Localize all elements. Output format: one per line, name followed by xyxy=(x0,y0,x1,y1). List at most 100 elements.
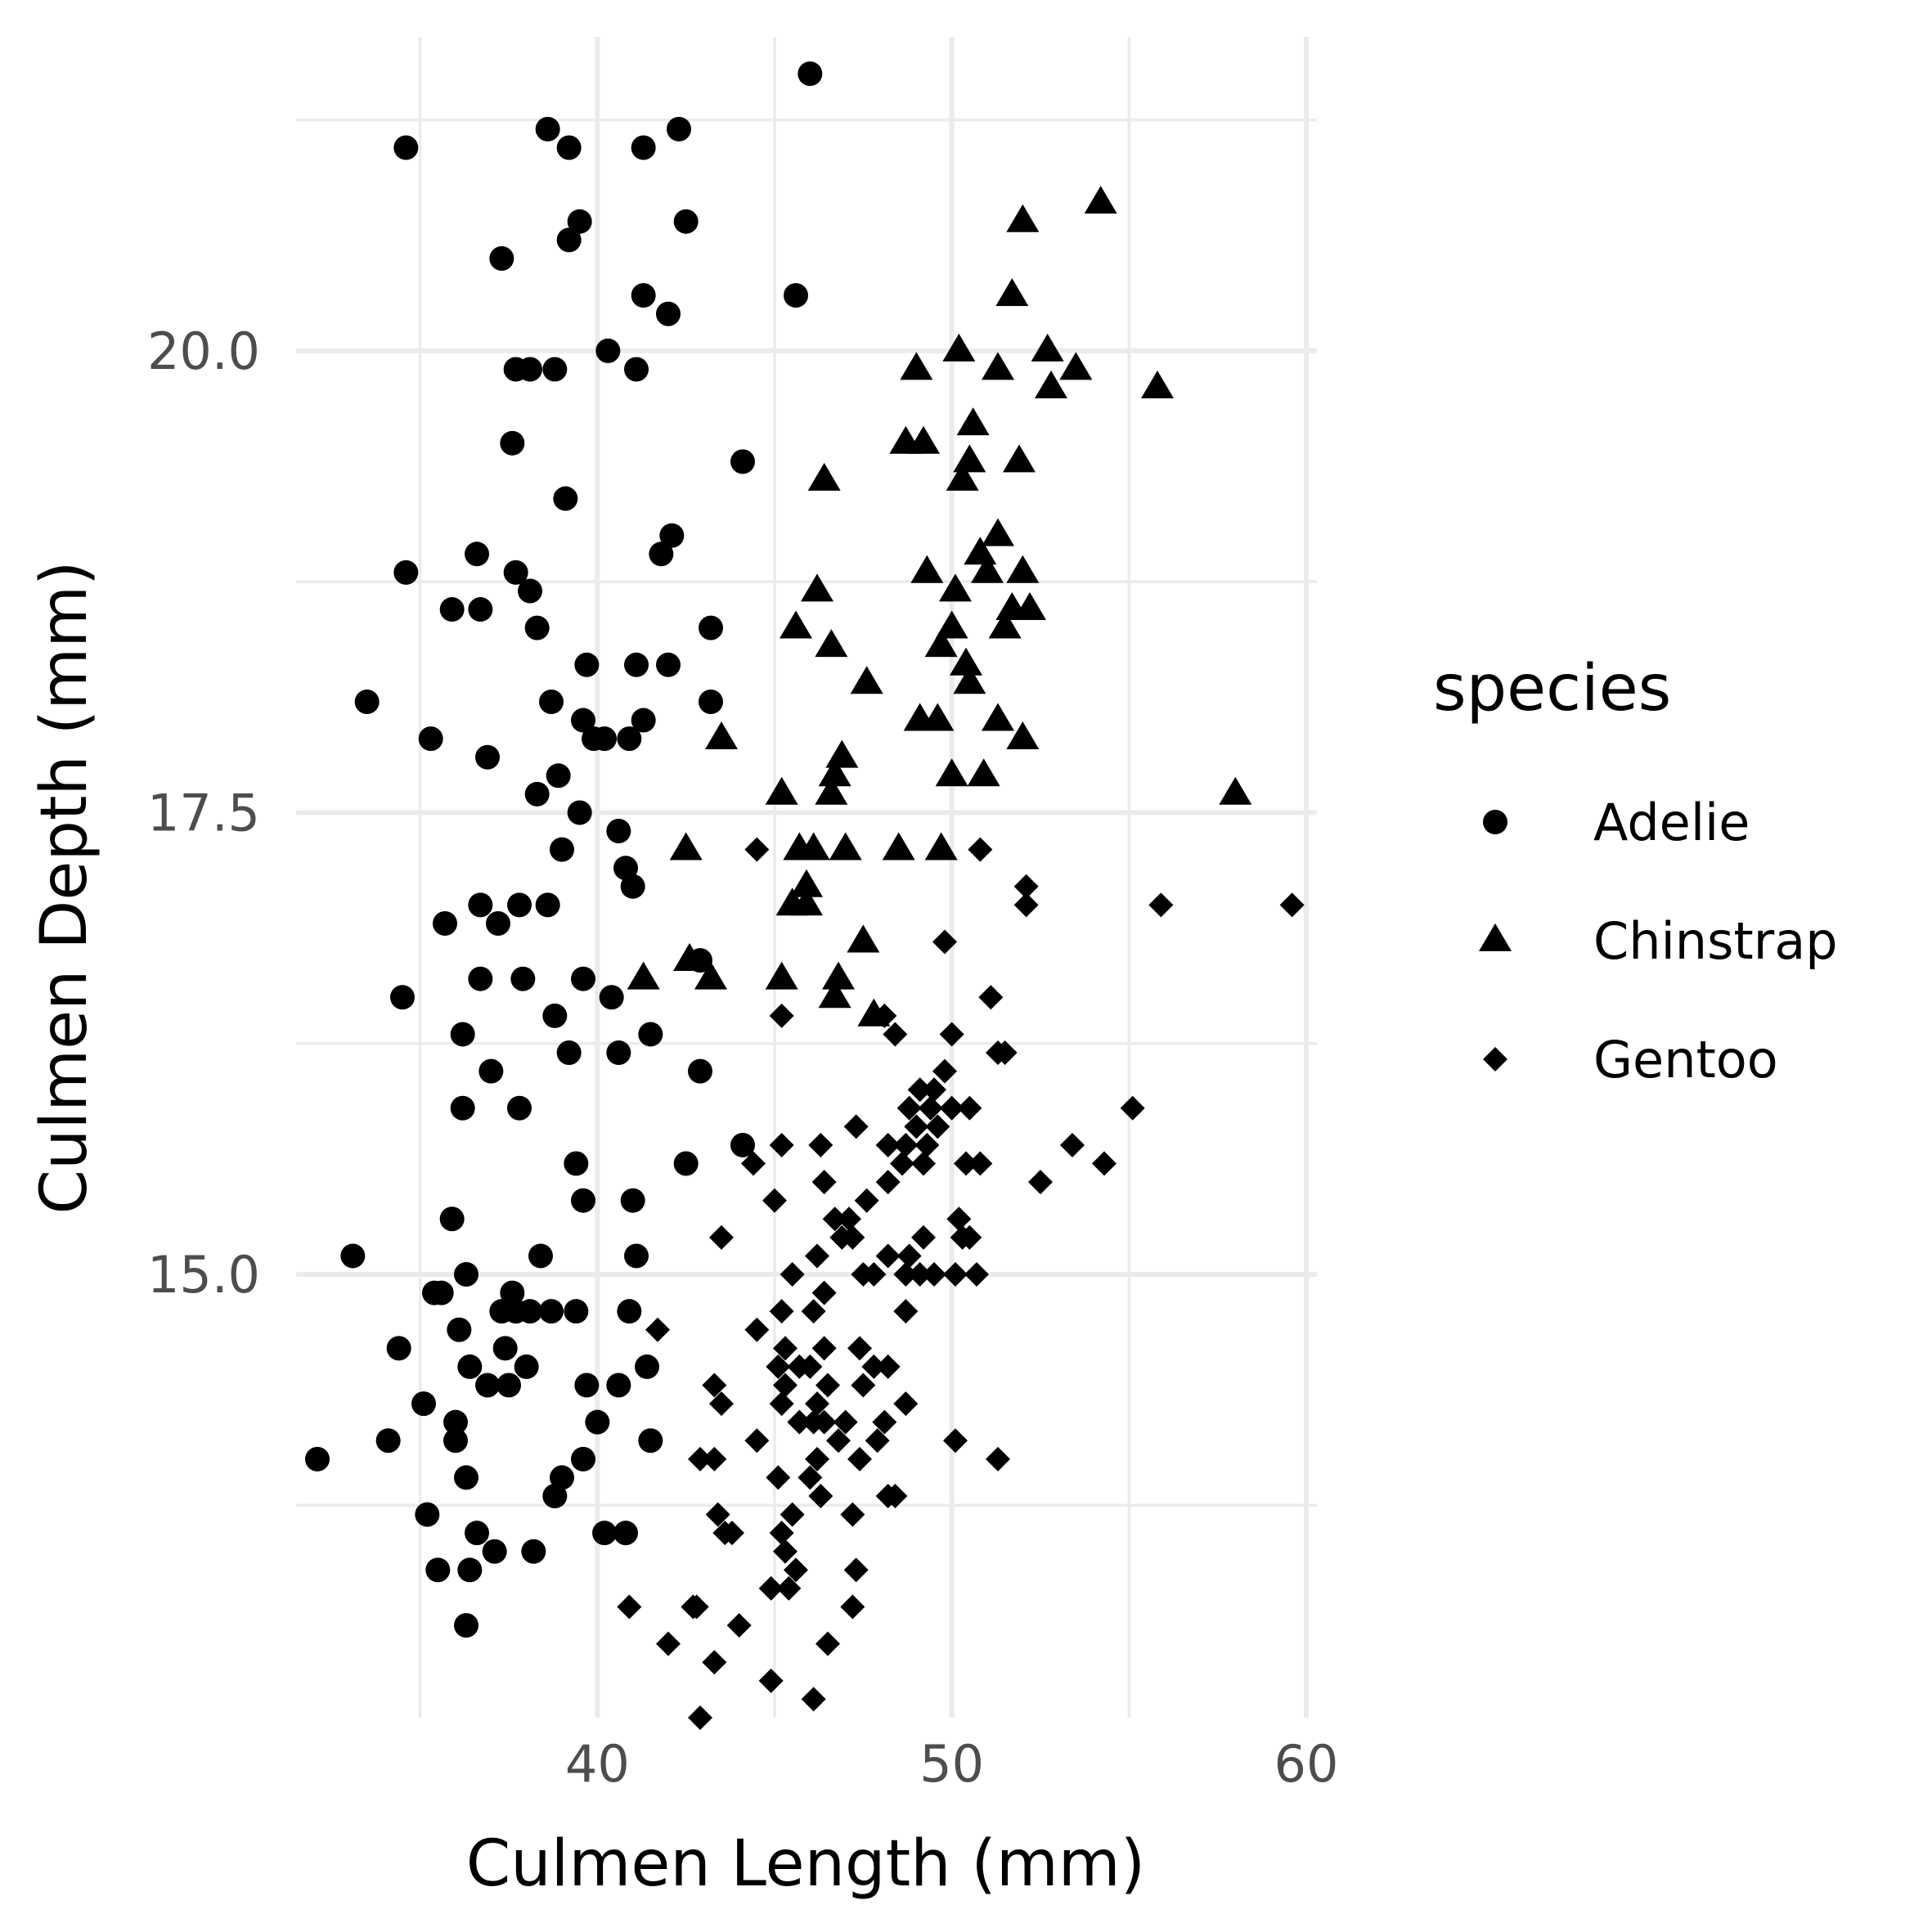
gentoo-point xyxy=(1060,1132,1085,1157)
gentoo-point xyxy=(854,1188,879,1213)
adelie-point xyxy=(631,135,656,160)
gentoo-point xyxy=(896,1095,922,1121)
gentoo-point xyxy=(811,1280,837,1305)
chinstrap-point xyxy=(627,961,660,990)
gentoo-point xyxy=(1279,892,1305,918)
gentoo-point xyxy=(769,1003,794,1028)
adelie-point xyxy=(656,652,681,677)
gentoo-point xyxy=(851,1373,876,1398)
adelie-point xyxy=(585,1409,610,1435)
gentoo-point xyxy=(801,1409,826,1435)
adelie-point xyxy=(673,1151,699,1176)
x-axis-title: Culmen Length (mm) xyxy=(466,1827,1145,1901)
gentoo-point xyxy=(744,1428,770,1453)
adelie-point xyxy=(550,837,574,862)
adelie-point xyxy=(539,1299,564,1324)
x-tick-label: 40 xyxy=(565,1734,630,1794)
adelie-point xyxy=(468,597,493,622)
adelie-point xyxy=(556,135,582,160)
adelie-point xyxy=(454,1262,479,1287)
gentoo-point xyxy=(805,1446,829,1471)
chinstrap-point xyxy=(1006,721,1040,750)
gentoo-point xyxy=(851,1262,876,1287)
adelie-point xyxy=(699,615,723,640)
gentoo-point xyxy=(815,1373,840,1398)
adelie-point xyxy=(479,1058,504,1084)
chinstrap-legend-key xyxy=(1479,923,1512,951)
chinstrap-point xyxy=(1059,352,1093,380)
adelie-point xyxy=(567,209,592,234)
chinstrap-point xyxy=(783,832,816,860)
gentoo-point xyxy=(925,1114,950,1139)
gentoo-point xyxy=(787,1409,812,1435)
chinstrap-point xyxy=(1219,776,1252,805)
chinstrap-point xyxy=(907,425,940,454)
adelie-point xyxy=(518,357,542,382)
adelie-point xyxy=(457,1557,483,1583)
adelie-point xyxy=(606,819,631,844)
adelie-point xyxy=(553,486,578,511)
chinstrap-point xyxy=(818,758,851,787)
gentoo-point xyxy=(939,1022,964,1047)
adelie-point xyxy=(524,615,550,640)
chinstrap-point xyxy=(822,961,855,990)
gentoo-point xyxy=(815,1631,840,1656)
chinstrap-point xyxy=(818,980,851,1009)
adelie-point xyxy=(606,1040,631,1066)
gentoo-point xyxy=(840,1594,865,1620)
gentoo-point xyxy=(861,1354,887,1379)
adelie-point xyxy=(784,283,808,308)
chinstrap-point xyxy=(1006,555,1040,583)
adelie-point xyxy=(592,1521,617,1546)
adelie-point xyxy=(468,892,493,918)
legend-title: species xyxy=(1433,652,1671,726)
chinstrap-point xyxy=(1031,333,1064,362)
gentoo-point xyxy=(865,1428,890,1453)
gentoo-point xyxy=(709,1224,734,1250)
gentoo-point xyxy=(744,1317,770,1342)
gentoo-point xyxy=(702,1650,727,1675)
legend-item-chinstrap: Chinstrap xyxy=(1479,911,1838,971)
gentoo-point xyxy=(847,1336,872,1361)
gentoo-point xyxy=(801,1687,826,1712)
gentoo-point xyxy=(907,1262,932,1287)
gentoo-point xyxy=(875,1354,901,1379)
adelie-point xyxy=(567,800,592,825)
chinstrap-point xyxy=(765,776,798,805)
gentoo-point xyxy=(964,1262,989,1287)
gentoo-point xyxy=(776,1575,802,1601)
gentoo-point xyxy=(688,1705,712,1730)
adelie-point xyxy=(659,523,685,548)
chinstrap-point xyxy=(982,703,1014,731)
adelie-point xyxy=(393,559,419,585)
adelie-point xyxy=(571,1188,595,1213)
gentoo-point xyxy=(840,1502,865,1527)
gentoo-point xyxy=(872,1003,897,1028)
chinstrap-point xyxy=(1003,444,1036,473)
adelie-point xyxy=(617,726,642,752)
gentoo-point xyxy=(798,1354,823,1379)
gentoo-point xyxy=(911,1151,936,1176)
adelie-point xyxy=(542,1484,568,1509)
gentoo-point xyxy=(918,1095,943,1121)
adelie-point xyxy=(503,559,528,585)
gentoo-point xyxy=(943,1262,968,1287)
chinstrap-point xyxy=(953,666,986,694)
adelie-point xyxy=(422,1280,447,1305)
adelie-point xyxy=(468,966,493,991)
x-tick-label: 50 xyxy=(919,1734,984,1794)
gentoo-point xyxy=(808,1132,833,1157)
adelie-point xyxy=(688,1058,712,1084)
gentoo-point xyxy=(837,1206,861,1232)
adelie-point xyxy=(574,652,600,677)
gentoo-point xyxy=(922,1077,946,1103)
chinstrap-point xyxy=(982,352,1014,380)
adelie-point xyxy=(375,1428,401,1453)
adelie-point xyxy=(624,1243,649,1269)
gentoo-point xyxy=(907,1077,932,1103)
chinstrap-point xyxy=(1141,370,1174,398)
adelie-point xyxy=(556,1040,582,1066)
gentoo-point xyxy=(773,1336,798,1361)
gentoo-point xyxy=(943,1428,968,1453)
gentoo-point xyxy=(762,1188,787,1213)
